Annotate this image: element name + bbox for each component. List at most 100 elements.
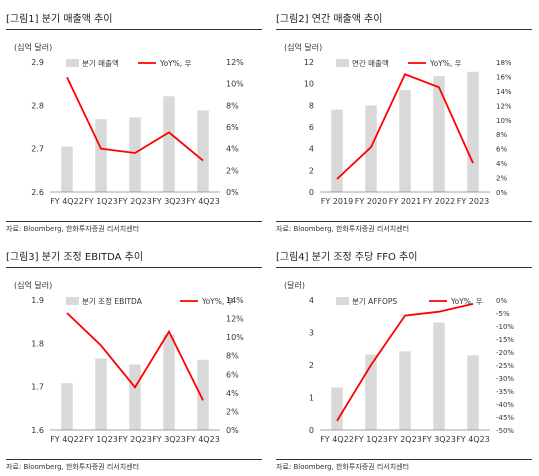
y-left-tick-label: 1.7	[31, 383, 44, 392]
bar-fy-4q23	[197, 359, 209, 430]
y-left-tick-label: 2.8	[31, 101, 44, 110]
chart-panel-annual-revenue: [그림2] 연간 매출액 추이 (십억 달러) 0 2 4 6 8 10 12 0% 2% 4% 6…	[270, 0, 538, 238]
y-right-tick-label: 0%	[226, 426, 239, 435]
title-divider	[6, 29, 262, 30]
left-axis-unit: (십억 달러)	[14, 43, 53, 52]
y-left-tick-label: 2.9	[31, 58, 44, 67]
y-right-tick-label: 2%	[226, 166, 239, 175]
y-right-tick-label: 2%	[496, 175, 507, 183]
bar-fy-1q23	[365, 354, 377, 430]
title-divider	[6, 267, 262, 268]
y-right-tick-label: -15%	[496, 336, 514, 344]
y-right-tick-label: 0%	[496, 189, 507, 197]
y-right-tick-label: 4%	[226, 145, 239, 154]
yoy-line	[66, 76, 204, 162]
bar-fy-4q22	[61, 146, 73, 192]
y-right-tick-label: -20%	[496, 349, 514, 357]
source-note: 자료: Bloomberg, 한화투자증권 리서치센터	[6, 463, 140, 471]
y-left-tick-label: 10	[304, 80, 314, 89]
y-right-tick-label: 8%	[226, 101, 239, 110]
y-left-tick-label: 6	[309, 123, 314, 132]
bar-fy-1q23	[95, 358, 107, 430]
y-right-tick-label: -50%	[496, 427, 514, 435]
bar-fy-2022	[433, 76, 445, 192]
bar-fy-2q23	[129, 364, 141, 430]
chart-plot: 0 2 4 6 8 10 12 0% 2% 4% 6% 8% 10% 12% 14% 16% 18% FY 201…	[304, 58, 512, 206]
y-left-tick-label: 4	[309, 145, 314, 154]
chart-plot: 0 1 2 3 4 -50% -45% -40% -35% -30% -25% -20% -15% -10…	[309, 296, 515, 444]
y-right-tick-label: 6%	[226, 123, 239, 132]
left-axis-unit: (십억 달러)	[14, 281, 53, 290]
bar-fy-3q23	[163, 334, 175, 430]
y-left-tick-label: 1.6	[31, 426, 44, 435]
chart-title: [그림1] 분기 매출액 추이	[6, 14, 113, 25]
y-right-tick-label: 6%	[496, 146, 507, 154]
bar-fy-2023	[467, 71, 479, 192]
y-right-tick-label: 14%	[226, 296, 244, 305]
y-left-tick-label: 1.9	[31, 296, 44, 305]
x-tick-label: FY 2Q23	[118, 197, 152, 206]
legend-label-bars: 연간 매출액	[352, 58, 389, 68]
legend-label-bars: 분기 매출액	[82, 58, 119, 68]
legend-label-bars: 분기 AFFOPS	[352, 297, 397, 306]
chart-panel-quarterly-ebitda: [그림3] 분기 조정 EBITDA 추이 (십억 달러) 1.6 1.7 1.8 1…	[0, 238, 268, 476]
source-divider	[276, 221, 532, 222]
source-note: 자료: Bloomberg, 한화투자증권 리서치센터	[276, 463, 410, 471]
bar-fy-4q22	[61, 383, 73, 430]
y-right-tick-label: 12%	[226, 315, 244, 324]
left-axis-unit: (십억 달러)	[284, 43, 323, 52]
x-tick-label: FY 3Q23	[152, 197, 186, 206]
chart-title: [그림2] 연간 매출액 추이	[276, 14, 383, 25]
chart-plot: 2.6 2.7 2.8 2.9 0% 2% 4% 6% 8% 10% 12% FY 4Q22 FY 1Q…	[31, 58, 244, 206]
source-note: 자료: Bloomberg, 한화투자증권 리서치센터	[276, 225, 410, 233]
source-note: 자료: Bloomberg, 한화투자증권 리서치센터	[6, 225, 140, 233]
y-right-tick-label: 0%	[226, 188, 239, 197]
legend-label-line: YoY%, 우	[429, 59, 462, 68]
x-tick-label: FY 4Q22	[50, 435, 84, 444]
y-left-tick-label: 12	[304, 58, 314, 67]
y-right-tick-label: 18%	[496, 59, 512, 67]
y-right-tick-label: -35%	[496, 388, 514, 396]
yoy-line	[336, 73, 474, 180]
chart-panel-quarterly-ffo: [그림4] 분기 조정 주당 FFO 추이 (달러) 0 1 2 3 4 -50% -45%…	[270, 238, 538, 476]
y-right-tick-label: 14%	[496, 88, 512, 96]
bar-fy-1q23	[95, 119, 107, 192]
y-right-tick-label: 0%	[496, 297, 507, 305]
bar-fy-2021	[399, 90, 411, 192]
y-right-tick-label: 6%	[226, 370, 239, 379]
legend-swatch-bars	[66, 297, 79, 305]
bar-fy-2019	[331, 109, 343, 192]
y-right-tick-label: 12%	[496, 102, 512, 110]
bar-fy-4q22	[331, 387, 343, 430]
y-left-tick-label: 0	[309, 426, 314, 435]
y-left-tick-label: 2.6	[31, 188, 44, 197]
bar-fy-2020	[365, 105, 377, 192]
x-tick-label: FY 2Q23	[118, 435, 152, 444]
y-right-tick-label: 16%	[496, 73, 512, 81]
y-right-tick-label: 4%	[226, 389, 239, 398]
y-right-tick-label: -10%	[496, 323, 514, 331]
bar-fy-2q23	[129, 117, 141, 192]
legend-swatch-bars	[66, 59, 79, 67]
y-right-tick-label: -25%	[496, 362, 514, 370]
y-right-tick-label: 10%	[496, 117, 512, 125]
y-right-tick-label: -5%	[496, 310, 510, 318]
y-left-tick-label: 1.8	[31, 339, 44, 348]
y-left-tick-label: 8	[309, 101, 314, 110]
x-tick-label: FY 4Q23	[456, 435, 490, 444]
legend-swatch-bars	[336, 59, 349, 67]
legend-label-line: YoY%, 우	[201, 297, 234, 306]
title-divider	[276, 267, 532, 268]
y-right-tick-label: -45%	[496, 414, 514, 422]
x-tick-label: FY 2022	[423, 197, 455, 206]
chart-title: [그림3] 분기 조정 EBITDA 추이	[6, 252, 144, 263]
y-right-tick-label: 10%	[226, 80, 244, 89]
y-right-tick-label: 10%	[226, 333, 244, 342]
x-tick-label: FY 4Q23	[186, 197, 220, 206]
yoy-line	[66, 312, 204, 401]
source-divider	[6, 459, 262, 460]
legend-label-bars: 분기 조정 EBITDA	[82, 296, 143, 306]
legend-label-line: YoY%, 우	[450, 297, 483, 306]
y-left-tick-label: 4	[309, 296, 314, 305]
x-tick-label: FY 3Q23	[152, 435, 186, 444]
